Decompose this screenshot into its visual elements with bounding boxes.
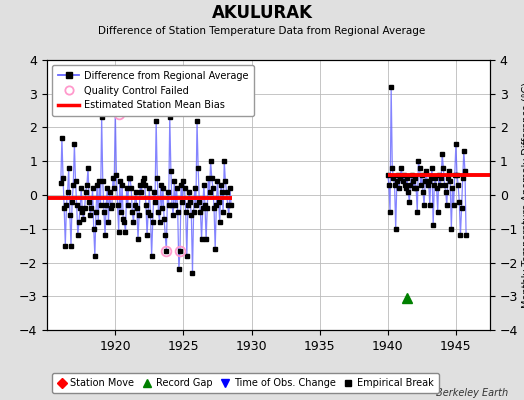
Text: Berkeley Earth: Berkeley Earth [436, 388, 508, 398]
Text: AKULURAK: AKULURAK [212, 4, 312, 22]
Legend: Station Move, Record Gap, Time of Obs. Change, Empirical Break: Station Move, Record Gap, Time of Obs. C… [52, 374, 439, 393]
Y-axis label: Monthly Temperature Anomaly Difference (°C): Monthly Temperature Anomaly Difference (… [522, 82, 524, 308]
Legend: Difference from Regional Average, Quality Control Failed, Estimated Station Mean: Difference from Regional Average, Qualit… [52, 65, 255, 116]
Text: Difference of Station Temperature Data from Regional Average: Difference of Station Temperature Data f… [99, 26, 425, 36]
